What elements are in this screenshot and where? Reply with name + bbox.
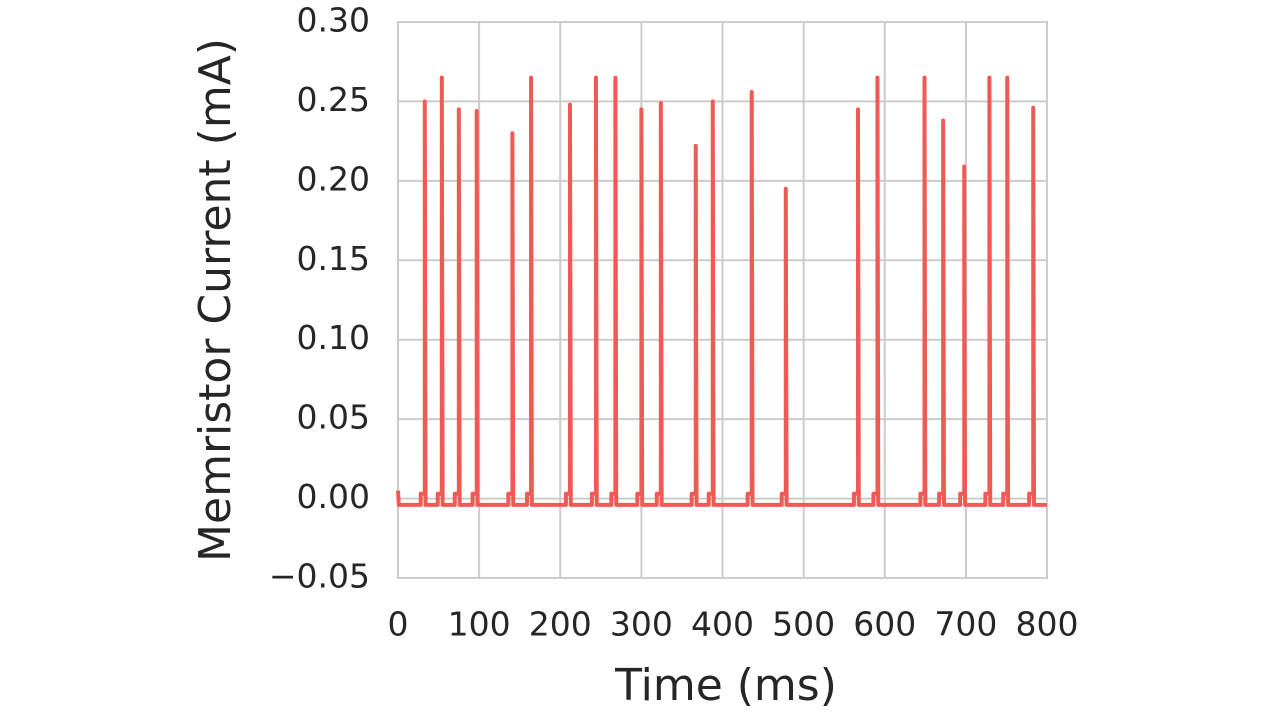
x-tick-label: 100: [448, 605, 511, 644]
y-tick-label: −0.05: [269, 557, 370, 596]
x-tick-label: 400: [691, 605, 754, 644]
x-tick-label: 300: [610, 605, 673, 644]
x-tick-label: 0: [388, 605, 409, 644]
y-tick-label: 0.15: [297, 239, 370, 278]
x-tick-label: 600: [853, 605, 916, 644]
y-tick-label: 0.10: [297, 318, 370, 357]
x-tick-label: 700: [934, 605, 997, 644]
y-axis-title: Memristor Current (mA): [190, 38, 241, 562]
y-tick-label: 0.25: [297, 80, 370, 119]
x-axis-title: Time (ms): [614, 660, 837, 711]
y-tick-label: 0.20: [297, 159, 370, 198]
y-tick-label: 0.00: [297, 477, 370, 516]
y-tick-label: 0.30: [297, 1, 370, 40]
x-tick-label: 800: [1016, 605, 1079, 644]
x-tick-label: 200: [529, 605, 592, 644]
data-line: [396, 75, 1047, 507]
x-tick-label: 500: [772, 605, 835, 644]
y-tick-label: 0.05: [297, 398, 370, 437]
